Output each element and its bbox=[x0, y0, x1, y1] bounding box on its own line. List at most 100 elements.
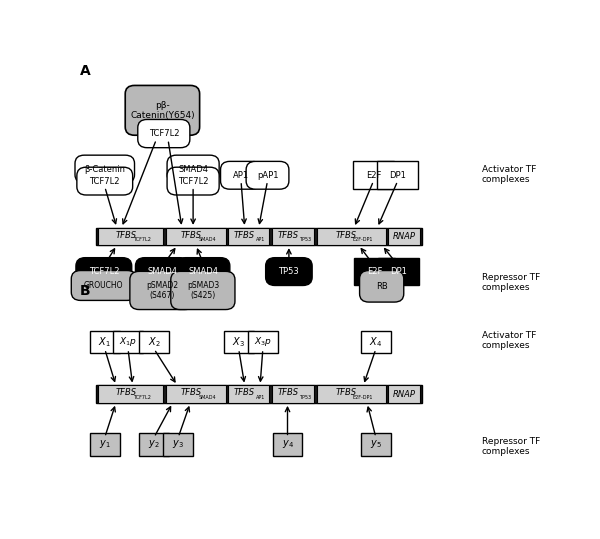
Bar bbox=[317, 385, 386, 403]
Text: DP1: DP1 bbox=[389, 171, 406, 180]
FancyBboxPatch shape bbox=[354, 258, 395, 286]
FancyBboxPatch shape bbox=[163, 433, 193, 455]
Text: AP1: AP1 bbox=[256, 395, 265, 399]
Text: DP1: DP1 bbox=[390, 267, 407, 276]
FancyBboxPatch shape bbox=[167, 167, 219, 195]
Text: TCF7L2: TCF7L2 bbox=[178, 177, 208, 185]
Text: TCF7L2: TCF7L2 bbox=[133, 237, 151, 242]
Text: RB: RB bbox=[376, 282, 388, 291]
Text: pSMAD2
(S467): pSMAD2 (S467) bbox=[146, 281, 178, 300]
FancyBboxPatch shape bbox=[272, 433, 302, 455]
Text: TCF7L2: TCF7L2 bbox=[133, 395, 151, 399]
Text: Activator TF
complexes: Activator TF complexes bbox=[482, 165, 536, 184]
Text: TP53: TP53 bbox=[299, 395, 311, 399]
Text: pβ-
Catenin(Y654): pβ- Catenin(Y654) bbox=[130, 101, 195, 120]
Text: $X_2$: $X_2$ bbox=[148, 335, 160, 349]
Text: Activator TF
complexes: Activator TF complexes bbox=[482, 331, 536, 350]
Text: RNAP: RNAP bbox=[393, 232, 416, 241]
FancyBboxPatch shape bbox=[130, 271, 194, 309]
Text: TFBS: TFBS bbox=[181, 389, 202, 397]
Text: TFBS: TFBS bbox=[278, 231, 299, 240]
Text: TFBS: TFBS bbox=[233, 389, 255, 397]
FancyBboxPatch shape bbox=[77, 167, 133, 195]
FancyBboxPatch shape bbox=[246, 161, 289, 189]
FancyBboxPatch shape bbox=[248, 331, 278, 353]
FancyBboxPatch shape bbox=[176, 258, 230, 286]
Text: A: A bbox=[80, 64, 91, 78]
Text: TCF7L2: TCF7L2 bbox=[89, 177, 120, 185]
FancyBboxPatch shape bbox=[361, 433, 391, 455]
Bar bbox=[229, 385, 269, 403]
Text: AP1: AP1 bbox=[256, 237, 265, 242]
FancyBboxPatch shape bbox=[71, 271, 136, 300]
Text: Repressor TF
complexes: Repressor TF complexes bbox=[482, 437, 540, 456]
Bar bbox=[388, 228, 420, 245]
Text: E2F: E2F bbox=[367, 267, 382, 276]
Bar bbox=[166, 228, 226, 245]
Text: B: B bbox=[80, 284, 90, 298]
FancyBboxPatch shape bbox=[113, 331, 143, 353]
Text: $X_3$: $X_3$ bbox=[232, 335, 245, 349]
FancyBboxPatch shape bbox=[359, 271, 404, 302]
Bar bbox=[96, 385, 422, 403]
Text: E2F: E2F bbox=[366, 171, 381, 180]
Bar bbox=[166, 385, 226, 403]
Text: TFBS: TFBS bbox=[116, 389, 137, 397]
Text: E2F-DP1: E2F-DP1 bbox=[353, 237, 373, 242]
FancyBboxPatch shape bbox=[353, 161, 394, 189]
Text: TCF7L2: TCF7L2 bbox=[89, 267, 119, 276]
Text: SMAD4: SMAD4 bbox=[188, 267, 218, 276]
Text: $X_1$: $X_1$ bbox=[98, 335, 111, 349]
Text: pSMAD3
(S425): pSMAD3 (S425) bbox=[187, 281, 219, 300]
Bar bbox=[272, 385, 314, 403]
Text: $y_3$: $y_3$ bbox=[172, 438, 184, 451]
Text: GROUCHO: GROUCHO bbox=[84, 281, 124, 290]
Text: pAP1: pAP1 bbox=[257, 171, 278, 180]
Text: $X_3p$: $X_3p$ bbox=[254, 335, 272, 348]
FancyBboxPatch shape bbox=[138, 120, 190, 148]
FancyBboxPatch shape bbox=[361, 331, 391, 353]
Text: $X_1p$: $X_1p$ bbox=[119, 335, 137, 348]
FancyBboxPatch shape bbox=[378, 258, 419, 286]
Text: $y_2$: $y_2$ bbox=[148, 438, 160, 451]
FancyBboxPatch shape bbox=[221, 161, 262, 189]
Text: $X_4$: $X_4$ bbox=[370, 335, 382, 349]
FancyBboxPatch shape bbox=[125, 86, 200, 135]
FancyBboxPatch shape bbox=[139, 331, 169, 353]
Bar bbox=[229, 228, 269, 245]
Text: TFBS: TFBS bbox=[278, 389, 299, 397]
FancyBboxPatch shape bbox=[139, 433, 169, 455]
Text: β-Catenin: β-Catenin bbox=[84, 164, 125, 174]
FancyBboxPatch shape bbox=[167, 155, 219, 183]
Text: SMAD4: SMAD4 bbox=[147, 267, 177, 276]
Bar bbox=[388, 385, 420, 403]
Text: TFBS: TFBS bbox=[116, 231, 137, 240]
FancyBboxPatch shape bbox=[171, 271, 235, 309]
Text: RNAP: RNAP bbox=[393, 390, 416, 399]
Text: $y_1$: $y_1$ bbox=[99, 438, 110, 451]
Text: SMAD4: SMAD4 bbox=[199, 237, 217, 242]
FancyBboxPatch shape bbox=[75, 155, 134, 183]
FancyBboxPatch shape bbox=[90, 331, 119, 353]
Bar bbox=[272, 228, 314, 245]
Bar bbox=[317, 228, 386, 245]
Text: TCF7L2: TCF7L2 bbox=[149, 129, 179, 138]
Text: TP53: TP53 bbox=[278, 267, 299, 276]
Text: $y_5$: $y_5$ bbox=[370, 438, 382, 451]
Text: SMAD4: SMAD4 bbox=[178, 164, 208, 174]
Text: TFBS: TFBS bbox=[336, 389, 357, 397]
Text: $y_4$: $y_4$ bbox=[281, 438, 293, 451]
FancyBboxPatch shape bbox=[224, 331, 254, 353]
Text: Repressor TF
complexes: Repressor TF complexes bbox=[482, 273, 540, 292]
Bar bbox=[96, 228, 422, 245]
Text: E2F-DP1: E2F-DP1 bbox=[353, 395, 373, 399]
Text: AP1: AP1 bbox=[233, 171, 249, 180]
FancyBboxPatch shape bbox=[76, 258, 132, 286]
Text: TFBS: TFBS bbox=[233, 231, 255, 240]
Text: SMAD4: SMAD4 bbox=[199, 395, 217, 399]
FancyBboxPatch shape bbox=[266, 258, 312, 286]
FancyBboxPatch shape bbox=[136, 258, 189, 286]
FancyBboxPatch shape bbox=[90, 433, 119, 455]
Bar bbox=[98, 385, 163, 403]
Text: TFBS: TFBS bbox=[181, 231, 202, 240]
